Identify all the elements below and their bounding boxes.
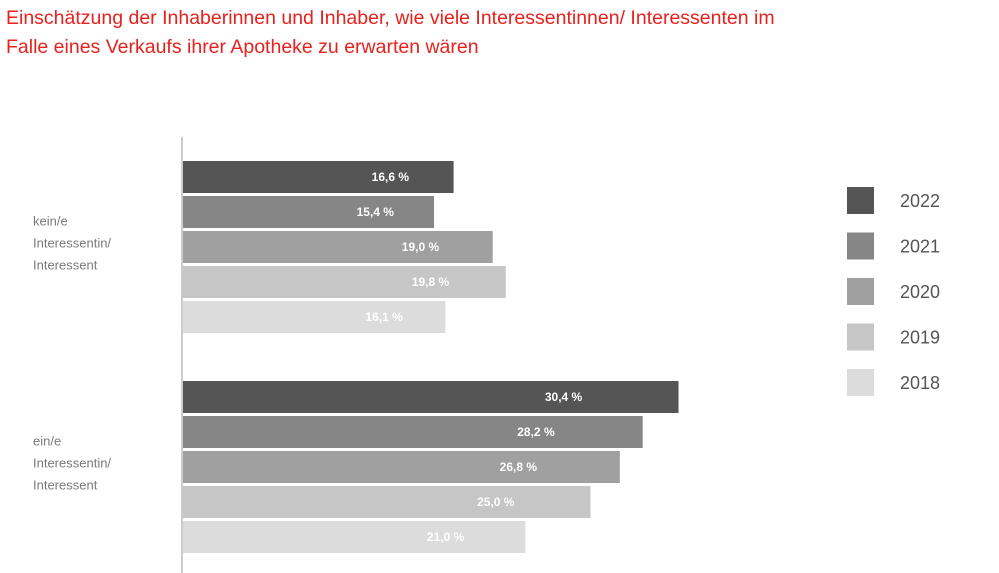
chart-title-line-2: Falle eines Verkaufs ihrer Apotheke zu e… (6, 36, 479, 58)
category-label-2-line-3: Interessent (33, 478, 98, 493)
category-label-2-line-1: ein/e (33, 434, 61, 449)
bar-2018-group-2 (183, 521, 526, 553)
legend-swatch-2020 (847, 278, 874, 305)
category-label-2-line-2: Interessentin/ (33, 456, 111, 471)
data-label-2019-group-1: 19,8 % (412, 275, 450, 289)
chart-title: Einschätzung der Inhaberinnen und Inhabe… (6, 4, 996, 62)
bar-2019-group-1 (183, 266, 506, 298)
category-label-1-line-2: Interessentin/ (33, 236, 111, 251)
data-label-2021-group-1: 15,4 % (357, 205, 395, 219)
data-label-2020-group-1: 19,0 % (402, 240, 440, 254)
legend-label-2018: 2018 (900, 373, 940, 393)
data-label-2022-group-2: 30,4 % (545, 390, 583, 404)
bar-2020-group-2 (183, 451, 620, 483)
bar-2022-group-1 (183, 161, 454, 193)
legend-swatch-2022 (847, 187, 874, 214)
data-label-2020-group-2: 26,8 % (500, 460, 538, 474)
bar-2021-group-1 (183, 196, 435, 228)
legend-swatch-2021 (847, 232, 874, 260)
category-label-1-line-3: Interessent (33, 258, 98, 273)
bar-2021-group-2 (183, 416, 643, 448)
data-label-2018-group-1: 16,1 % (365, 310, 403, 324)
legend-label-2020: 2020 (900, 282, 940, 302)
bar-2019-group-2 (183, 486, 591, 518)
bar-2018-group-1 (183, 301, 446, 333)
legend-swatch-2018 (847, 369, 874, 396)
legend-swatch-2019 (847, 323, 874, 351)
data-label-2021-group-2: 28,2 % (517, 425, 555, 439)
chart-title-line-1: Einschätzung der Inhaberinnen und Inhabe… (6, 7, 775, 29)
data-label-2018-group-2: 21,0 % (427, 530, 465, 544)
bar-2022-group-2 (183, 381, 679, 413)
category-label-1-line-1: kein/e (33, 214, 68, 229)
legend-label-2022: 2022 (900, 191, 940, 211)
bar-2020-group-1 (183, 231, 493, 263)
legend-label-2021: 2021 (900, 237, 940, 257)
data-label-2022-group-1: 16,6 % (372, 170, 410, 184)
legend-label-2019: 2019 (900, 328, 940, 348)
data-label-2019-group-2: 25,0 % (477, 495, 515, 509)
